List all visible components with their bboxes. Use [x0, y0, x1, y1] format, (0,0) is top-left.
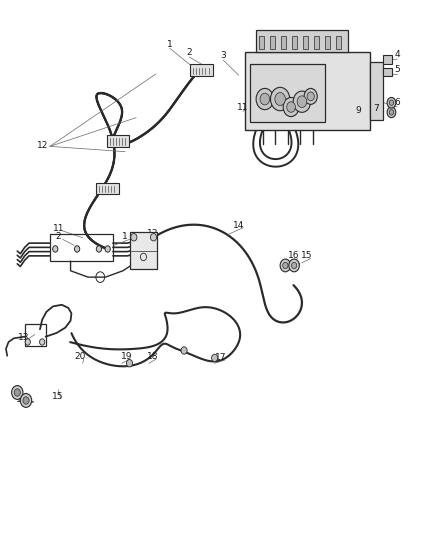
Text: 16: 16 [287, 252, 299, 260]
Circle shape [293, 91, 311, 112]
Circle shape [387, 107, 396, 118]
Text: 13: 13 [18, 333, 29, 342]
FancyBboxPatch shape [130, 232, 157, 269]
FancyBboxPatch shape [190, 64, 213, 76]
Circle shape [271, 87, 290, 111]
Bar [270, 36, 275, 49]
Circle shape [23, 397, 29, 404]
Text: 1: 1 [167, 40, 173, 49]
Text: 18: 18 [147, 352, 159, 361]
FancyBboxPatch shape [96, 182, 119, 194]
Circle shape [12, 385, 23, 399]
Text: 2: 2 [187, 49, 192, 57]
FancyBboxPatch shape [107, 135, 130, 147]
Bar [281, 36, 286, 49]
Bar [25, 324, 46, 346]
Circle shape [389, 110, 394, 115]
Circle shape [39, 339, 45, 345]
Circle shape [297, 96, 307, 108]
Circle shape [291, 262, 297, 269]
Bar [325, 36, 330, 49]
Circle shape [283, 262, 288, 269]
Bar [314, 36, 319, 49]
Bar [292, 36, 297, 49]
Text: 15: 15 [300, 252, 312, 260]
Text: 7: 7 [373, 103, 379, 112]
Circle shape [280, 259, 290, 272]
Text: 12: 12 [36, 141, 48, 150]
Text: 1: 1 [122, 232, 128, 241]
Circle shape [307, 92, 314, 101]
Circle shape [181, 347, 187, 354]
Circle shape [53, 246, 58, 252]
Bar [303, 36, 308, 49]
Text: 19: 19 [121, 352, 132, 361]
Bar [383, 68, 392, 76]
Circle shape [256, 88, 274, 110]
Bar [336, 36, 341, 49]
Circle shape [131, 233, 137, 241]
Bar [49, 233, 113, 261]
Circle shape [212, 354, 218, 362]
Circle shape [304, 88, 317, 104]
Text: 13: 13 [147, 229, 159, 238]
Circle shape [260, 93, 270, 105]
Bar [245, 52, 370, 131]
Circle shape [287, 102, 295, 112]
Circle shape [150, 233, 156, 241]
Text: 2: 2 [56, 232, 61, 241]
Bar [370, 62, 383, 120]
Circle shape [14, 389, 20, 396]
Text: 3: 3 [220, 52, 226, 60]
Text: 6: 6 [394, 98, 400, 107]
Bar [251, 64, 325, 123]
Text: 4: 4 [394, 51, 400, 59]
Circle shape [96, 246, 102, 252]
Circle shape [74, 246, 80, 252]
Circle shape [20, 393, 32, 407]
Text: 11: 11 [237, 102, 249, 111]
Text: 20: 20 [74, 352, 86, 361]
Circle shape [275, 93, 286, 106]
Bar [256, 30, 348, 52]
Bar [259, 36, 264, 49]
Text: 10: 10 [307, 104, 318, 114]
Text: 17: 17 [215, 353, 227, 362]
Circle shape [387, 98, 396, 108]
Circle shape [105, 246, 110, 252]
Circle shape [127, 360, 133, 367]
Circle shape [289, 259, 299, 272]
Text: 14: 14 [233, 221, 244, 230]
Text: 11: 11 [53, 224, 64, 233]
Text: 15: 15 [52, 392, 63, 401]
Text: 16: 16 [16, 395, 28, 404]
Circle shape [283, 98, 299, 117]
Circle shape [389, 100, 394, 106]
Text: 5: 5 [394, 66, 400, 74]
Bar [383, 55, 392, 64]
Circle shape [25, 339, 30, 345]
Text: 9: 9 [356, 106, 362, 115]
